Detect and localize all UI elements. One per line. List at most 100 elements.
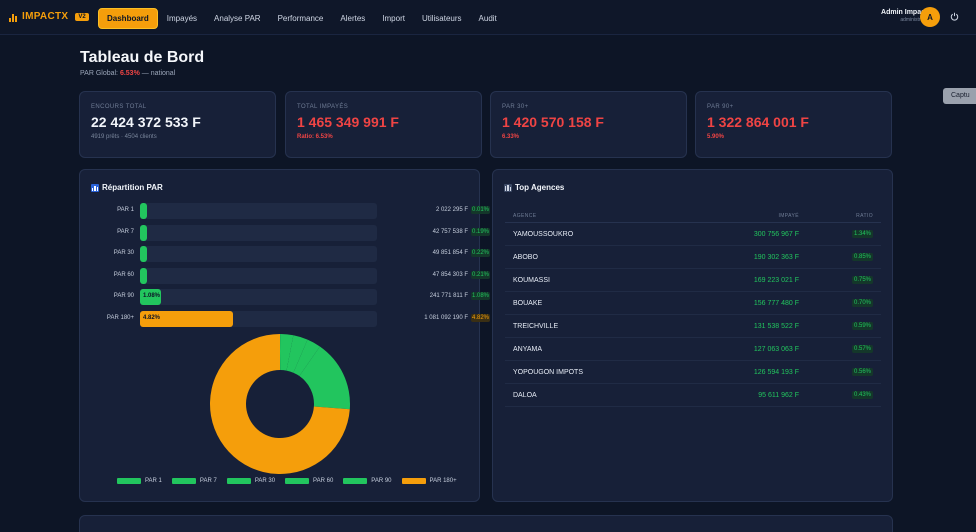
donut-slice[interactable] [209, 334, 350, 474]
donut-slice[interactable] [293, 339, 320, 377]
kpi-encours-total[interactable]: ENCOURS TOTAL 22 424 372 533 F 4919 prêt… [79, 91, 276, 158]
legend-label: PAR 1 [145, 478, 162, 484]
legend-item[interactable]: PAR 7 [171, 478, 217, 484]
avatar[interactable]: A [920, 7, 940, 27]
kpi-label: PAR 30+ [502, 104, 529, 110]
par-pct-badge: 4.82% [470, 313, 490, 322]
par-pct-badge: 1.08% [470, 292, 490, 300]
table-row[interactable]: KOUMASSI 169 223 021 F 0.75% [505, 269, 881, 292]
par-bar-fill[interactable]: 1.08% [140, 289, 161, 305]
par-row-label: PAR 30 [113, 250, 134, 256]
legend-item[interactable]: PAR 30 [226, 478, 276, 484]
nav-performance[interactable]: Performance [277, 14, 324, 23]
legend-item[interactable]: PAR 60 [285, 478, 333, 484]
nav-analyse-par[interactable]: Analyse PAR [214, 14, 261, 23]
brand-name: IMPACTX [22, 11, 69, 22]
bar-chart-icon [91, 183, 99, 192]
legend-item[interactable]: PAR 90 [343, 478, 392, 484]
kpi-total-impayes[interactable]: TOTAL IMPAYÉS 1 465 349 991 F Ratio: 6.5… [285, 91, 482, 158]
nav-utilisateurs[interactable]: Utilisateurs [421, 14, 462, 23]
header-impaye[interactable]: IMPAYÉ [778, 213, 799, 219]
par-bar-fill[interactable] [140, 224, 147, 241]
table-row[interactable]: YAMOUSSOUKRO 300 756 967 F 1.34% [505, 223, 881, 246]
donut-slice[interactable] [299, 346, 350, 410]
par-global-value: 6.53% [119, 70, 140, 77]
agence-impaye: 131 538 522 F [753, 323, 799, 330]
par-bar-fill[interactable]: 4.82% [140, 310, 233, 327]
agence-ratio: 1.34% [851, 230, 873, 238]
par-track: 4.82% [140, 310, 377, 327]
agence-name: ABOBO [513, 254, 538, 261]
kpi-value: 1 420 570 158 F [502, 114, 604, 130]
table-row[interactable]: DALOA 95 611 962 F 0.43% [505, 384, 881, 407]
agence-impaye: 126 594 193 F [753, 369, 799, 376]
par-amount: 42 757 538 F [432, 228, 468, 235]
legend-item[interactable]: PAR 1 [117, 478, 162, 484]
table-header: AGENCE IMPAYÉ RATIO [505, 207, 881, 223]
header-agence[interactable]: AGENCE [513, 213, 537, 219]
table-row[interactable]: ABOBO 190 302 363 F 0.85% [505, 246, 881, 269]
agence-ratio: 0.43% [851, 391, 873, 399]
par-row-label: PAR 7 [117, 228, 134, 235]
nav-import[interactable]: Import [382, 14, 405, 23]
par-pct-badge: 0.22% [470, 249, 490, 257]
bar-chart-icon [9, 12, 18, 22]
nav-dashboard[interactable]: Dashboard [98, 8, 158, 29]
agence-ratio: 0.75% [851, 276, 873, 284]
legend-swatch [285, 478, 310, 484]
par-title: Répartition PAR [102, 183, 163, 192]
subtitle-suffix: — national [141, 70, 176, 77]
legend-swatch [401, 478, 426, 484]
page-subtitle: PAR Global: 6.53% — national [80, 70, 175, 77]
par-row: PAR 90 1.08% 241 771 811 F 1.08% [80, 289, 490, 305]
table-row[interactable]: TREICHVILLE 131 538 522 F 0.59% [505, 315, 881, 338]
donut-slice[interactable] [286, 335, 308, 373]
par-bar-fill[interactable] [140, 246, 147, 262]
agence-impaye: 95 611 962 F [758, 392, 799, 399]
nav-alertes[interactable]: Alertes [340, 14, 366, 23]
par-row: PAR 1 2 022 295 F 0.01% [80, 203, 490, 219]
table-row[interactable]: YOPOUGON IMPOTS 126 594 193 F 0.56% [505, 361, 881, 384]
legend-swatch [171, 478, 196, 484]
table-row[interactable]: ANYAMA 127 063 063 F 0.57% [505, 338, 881, 361]
power-icon[interactable] [950, 12, 959, 21]
kpi-par-90[interactable]: PAR 90+ 1 322 864 001 F 5.90% [695, 91, 892, 158]
par-row: PAR 30 49 851 854 F 0.22% [80, 246, 490, 262]
donut-slice[interactable] [280, 334, 281, 371]
kpi-sub: Ratio: 6.53% [297, 134, 333, 140]
legend-swatch [343, 478, 368, 484]
nav-audit[interactable]: Audit [478, 14, 497, 23]
par-bar-fill[interactable] [140, 267, 147, 284]
agence-name: YOPOUGON IMPOTS [513, 369, 584, 376]
agence-impaye: 300 756 967 F [753, 231, 799, 238]
par-row: PAR 60 47 854 303 F 0.21% [80, 267, 490, 284]
table-row[interactable]: BOUAKE 156 777 480 F 0.70% [505, 292, 881, 315]
kpi-label: ENCOURS TOTAL [91, 104, 147, 110]
par-track [140, 203, 377, 219]
par-amount: 47 854 303 F [432, 271, 468, 278]
par-row: PAR 7 42 757 538 F 0.19% [80, 224, 490, 241]
nav-impayes[interactable]: Impayés [166, 14, 198, 23]
panel-title: Répartition PAR [91, 183, 163, 192]
legend-item[interactable]: PAR 180+ [401, 478, 457, 484]
par-amount: 49 851 854 F [432, 250, 468, 256]
par-bar-fill[interactable] [140, 203, 147, 219]
par-amount: 1 081 092 190 F [424, 314, 468, 321]
top-navbar: IMPACTX V2 Dashboard Impayés Analyse PAR… [0, 0, 976, 35]
par-row: PAR 180+ 4.82% 1 081 092 190 F 4.82% [80, 310, 490, 327]
donut-slice[interactable] [280, 334, 294, 371]
agence-impaye: 190 302 363 F [753, 254, 799, 261]
header-ratio[interactable]: RATIO [856, 213, 873, 219]
agence-ratio: 0.85% [851, 253, 873, 261]
par-pct-badge: 0.21% [470, 270, 490, 279]
kpi-par-30[interactable]: PAR 30+ 1 420 570 158 F 6.33% [490, 91, 687, 158]
capture-tab[interactable]: Captu [943, 88, 976, 104]
par-track: 1.08% [140, 289, 377, 305]
brand[interactable]: IMPACTX V2 [9, 11, 89, 22]
alerts-panel [79, 515, 893, 532]
kpi-sub: 6.33% [502, 134, 520, 140]
legend-label: PAR 30 [254, 478, 276, 484]
user-info: Admin ImpactX administrateur [881, 9, 932, 23]
agence-ratio: 0.57% [851, 345, 873, 353]
